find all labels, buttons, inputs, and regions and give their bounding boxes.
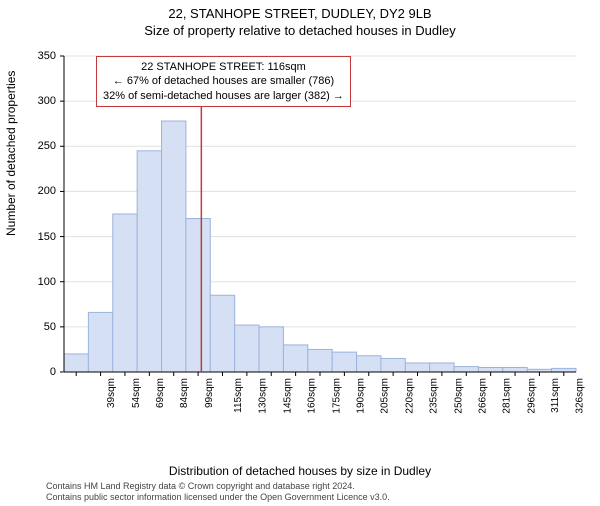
chart-area: 05010015020025030035039sqm54sqm69sqm84sq…	[60, 52, 580, 422]
x-tick-label: 54sqm	[131, 378, 142, 408]
x-tick-label: 190sqm	[356, 378, 367, 414]
x-tick-label: 266sqm	[477, 378, 488, 414]
histogram-plot	[60, 52, 580, 422]
x-tick-label: 220sqm	[404, 378, 415, 414]
histogram-bar	[64, 354, 88, 372]
x-tick-label: 99sqm	[204, 378, 215, 408]
y-tick-label: 200	[26, 185, 56, 197]
y-axis-label: Number of detached properties	[4, 71, 18, 236]
y-tick-label: 50	[26, 321, 56, 333]
histogram-bar	[332, 352, 356, 372]
histogram-bar	[283, 345, 307, 372]
y-tick-label: 150	[26, 231, 56, 243]
histogram-bar	[137, 151, 161, 372]
y-tick-label: 250	[26, 140, 56, 152]
x-tick-label: 130sqm	[258, 378, 269, 414]
histogram-bar	[503, 367, 527, 372]
histogram-bar	[235, 325, 259, 372]
histogram-bar	[552, 368, 576, 372]
x-tick-label: 205sqm	[380, 378, 391, 414]
y-tick-label: 0	[26, 366, 56, 378]
histogram-bar	[162, 121, 186, 372]
histogram-bar	[478, 367, 502, 372]
x-tick-label: 250sqm	[453, 378, 464, 414]
histogram-bar	[259, 327, 283, 372]
x-tick-label: 175sqm	[331, 378, 342, 414]
x-tick-label: 160sqm	[307, 378, 318, 414]
histogram-bar	[454, 367, 478, 372]
histogram-bar	[88, 312, 112, 372]
histogram-bar	[405, 363, 429, 372]
y-tick-label: 300	[26, 95, 56, 107]
histogram-bar	[381, 358, 405, 372]
histogram-bar	[357, 356, 381, 372]
chart-title-sub: Size of property relative to detached ho…	[0, 23, 600, 38]
histogram-bar	[430, 363, 454, 372]
x-tick-label: 115sqm	[233, 378, 244, 413]
x-tick-label: 84sqm	[179, 378, 190, 408]
annotation-box: 22 STANHOPE STREET: 116sqm← 67% of detac…	[96, 56, 351, 107]
x-axis-label: Distribution of detached houses by size …	[0, 464, 600, 478]
histogram-bar	[113, 214, 137, 372]
histogram-bar	[308, 349, 332, 372]
annotation-line3: 32% of semi-detached houses are larger (…	[103, 89, 344, 103]
x-tick-label: 311sqm	[550, 378, 561, 413]
footer-line2: Contains public sector information licen…	[46, 492, 390, 503]
footer-line1: Contains HM Land Registry data © Crown c…	[46, 481, 390, 492]
annotation-line1: 22 STANHOPE STREET: 116sqm	[103, 60, 344, 74]
x-tick-label: 296sqm	[526, 378, 537, 414]
x-tick-label: 326sqm	[575, 378, 586, 414]
histogram-bar	[210, 295, 234, 372]
annotation-line2: ← 67% of detached houses are smaller (78…	[103, 74, 344, 88]
x-tick-label: 145sqm	[282, 378, 293, 414]
chart-title-main: 22, STANHOPE STREET, DUDLEY, DY2 9LB	[0, 6, 600, 21]
y-tick-label: 100	[26, 276, 56, 288]
x-tick-label: 235sqm	[429, 378, 440, 414]
x-tick-label: 69sqm	[155, 378, 166, 408]
x-tick-label: 281sqm	[502, 378, 513, 414]
x-tick-label: 39sqm	[106, 378, 117, 408]
y-tick-label: 350	[26, 50, 56, 62]
histogram-bar	[186, 219, 210, 372]
